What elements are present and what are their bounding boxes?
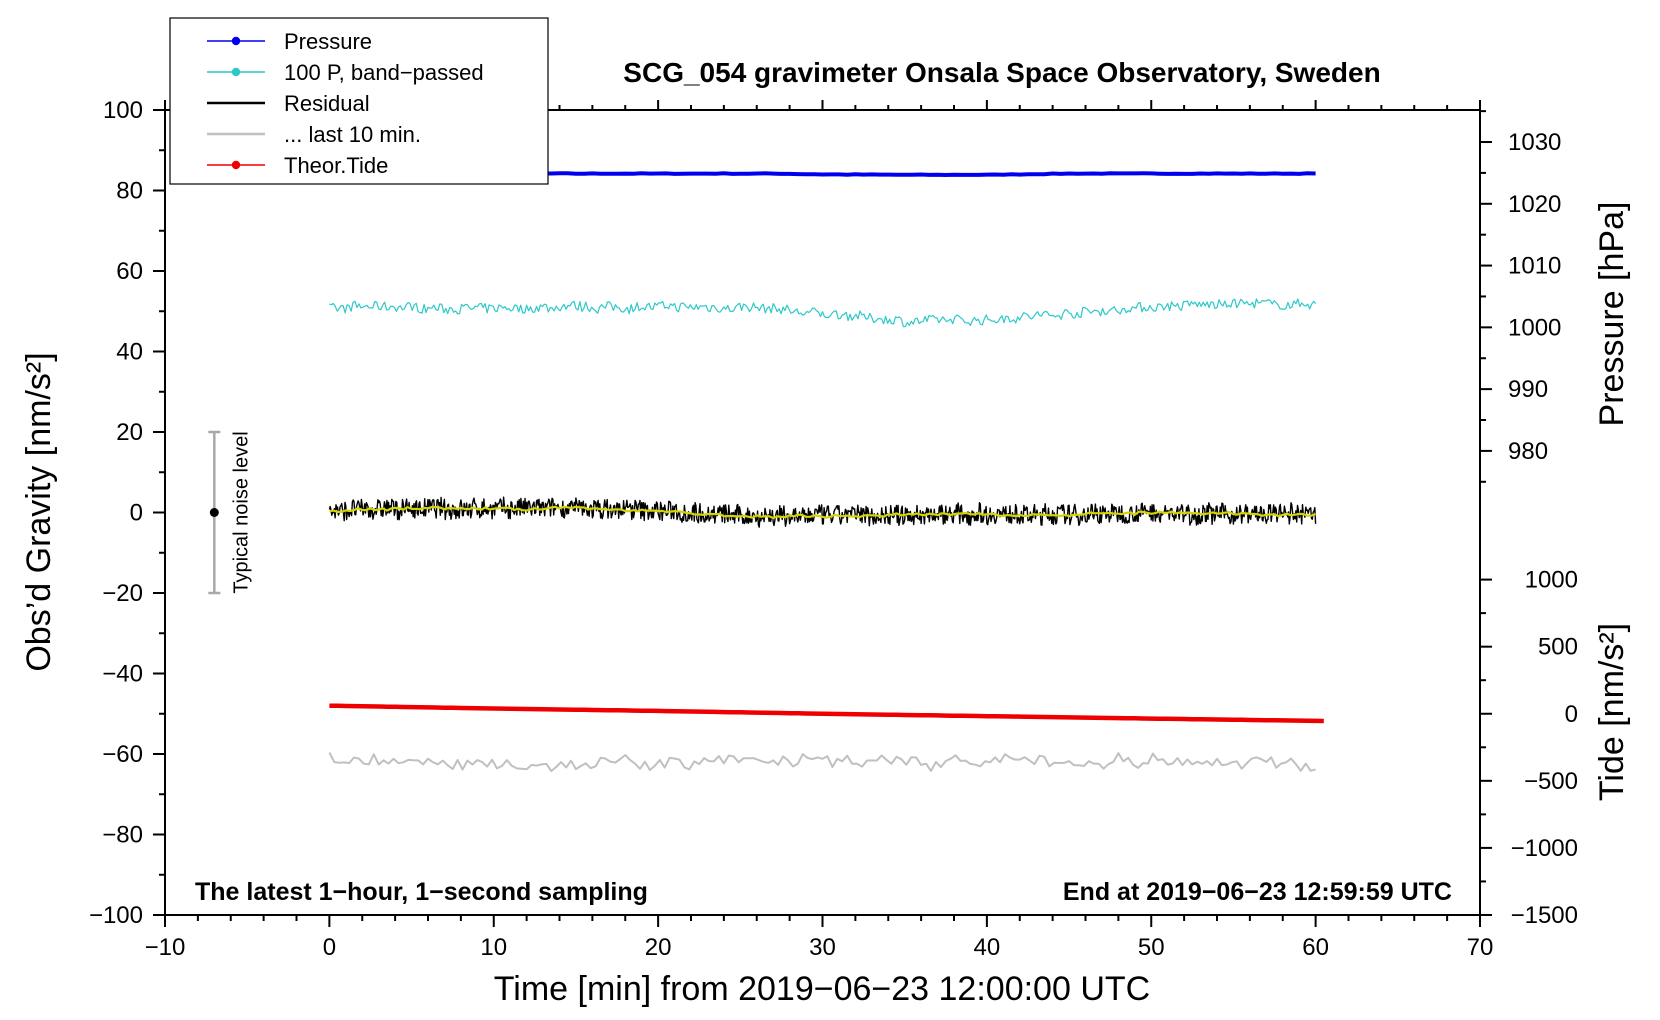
series-last-10-min-line [328, 752, 1316, 772]
y-axis-title: Obs’d Gravity [nm/s²] [20, 352, 58, 671]
tide-tick-label: 0 [1565, 701, 1578, 728]
series-residual-smoothed-line [329, 505, 1316, 520]
y-tick-label: −20 [102, 580, 143, 607]
legend-label: ... last 10 min. [284, 122, 421, 147]
legend-swatch-marker [231, 160, 241, 170]
y-tick-label: −100 [89, 902, 143, 929]
x-tick-label: 0 [323, 934, 336, 961]
legend: Pressure 100 P, band−passed Residual ... la… [169, 17, 549, 185]
y-tick-label: −80 [102, 822, 143, 849]
x-tick-label: 30 [809, 934, 836, 961]
pressure-axis: 980 990 1000 1010 1020 1030 [1480, 110, 1561, 483]
legend-swatch-marker [231, 36, 241, 46]
chart-title: SCG_054 gravimeter Onsala Space Observat… [623, 57, 1380, 88]
tide-tick-label: 500 [1538, 634, 1578, 661]
pressure-tick-label: 1000 [1508, 314, 1561, 341]
series-band-passed-line [329, 298, 1317, 328]
y-tick-label: 60 [116, 258, 143, 285]
pressure-tick-label: 990 [1508, 376, 1548, 403]
chart-marks [328, 171, 1324, 772]
noise-bar-label: Typical noise level [230, 431, 252, 593]
y-axis-left: −100 −80 −60 −40 −20 0 20 40 60 80 100 [89, 97, 165, 929]
noise-level-bar: Typical noise level [208, 430, 252, 595]
legend-box [169, 17, 549, 185]
legend-swatch-marker [231, 67, 241, 77]
x-tick-label: 10 [480, 934, 507, 961]
tide-tick-label: 1000 [1525, 567, 1578, 594]
x-tick-label: 20 [645, 934, 672, 961]
tide-axis: −1500 −1000 −500 0 500 1000 [1480, 567, 1578, 929]
series-residual-line [328, 496, 1317, 528]
x-tick-label: 70 [1467, 934, 1494, 961]
pressure-tick-label: 980 [1508, 438, 1548, 465]
legend-label: Pressure [284, 29, 372, 54]
noise-bar-center-dot [209, 508, 219, 517]
tide-tick-label: −1500 [1511, 902, 1578, 929]
series-theor-tide-line [329, 703, 1324, 724]
tide-axis-title: Tide [nm/s²] [1593, 623, 1631, 801]
legend-label: Residual [284, 91, 370, 116]
legend-label: 100 P, band−passed [284, 60, 484, 85]
x-tick-label: 50 [1138, 934, 1165, 961]
x-axis-title: Time [min] from 2019−06−23 12:00:00 UTC [494, 970, 1150, 1008]
tide-tick-label: −500 [1524, 768, 1578, 795]
pressure-tick-label: 1030 [1508, 129, 1561, 156]
annotation-sampling: The latest 1−hour, 1−second sampling [195, 878, 648, 906]
annotation-end-time: End at 2019−06−23 12:59:59 UTC [1063, 878, 1452, 906]
x-tick-label: 40 [974, 934, 1001, 961]
pressure-tick-label: 1020 [1508, 191, 1561, 218]
tide-tick-label: −1000 [1511, 835, 1578, 862]
x-tick-label: 60 [1302, 934, 1329, 961]
pressure-axis-title: Pressure [hPa] [1593, 202, 1631, 427]
y-tick-label: −40 [102, 661, 143, 688]
y-tick-label: −60 [102, 741, 143, 768]
x-tick-label: −10 [145, 934, 186, 961]
pressure-tick-label: 1010 [1508, 253, 1561, 280]
x-axis: −10 0 10 20 30 40 50 60 70 [145, 100, 1494, 961]
legend-label: Theor.Tide [284, 153, 388, 178]
y-tick-label: 100 [103, 97, 143, 124]
y-tick-label: 80 [116, 178, 143, 205]
y-tick-label: 0 [130, 500, 143, 527]
y-tick-label: 40 [116, 339, 143, 366]
y-tick-label: 20 [116, 419, 143, 446]
